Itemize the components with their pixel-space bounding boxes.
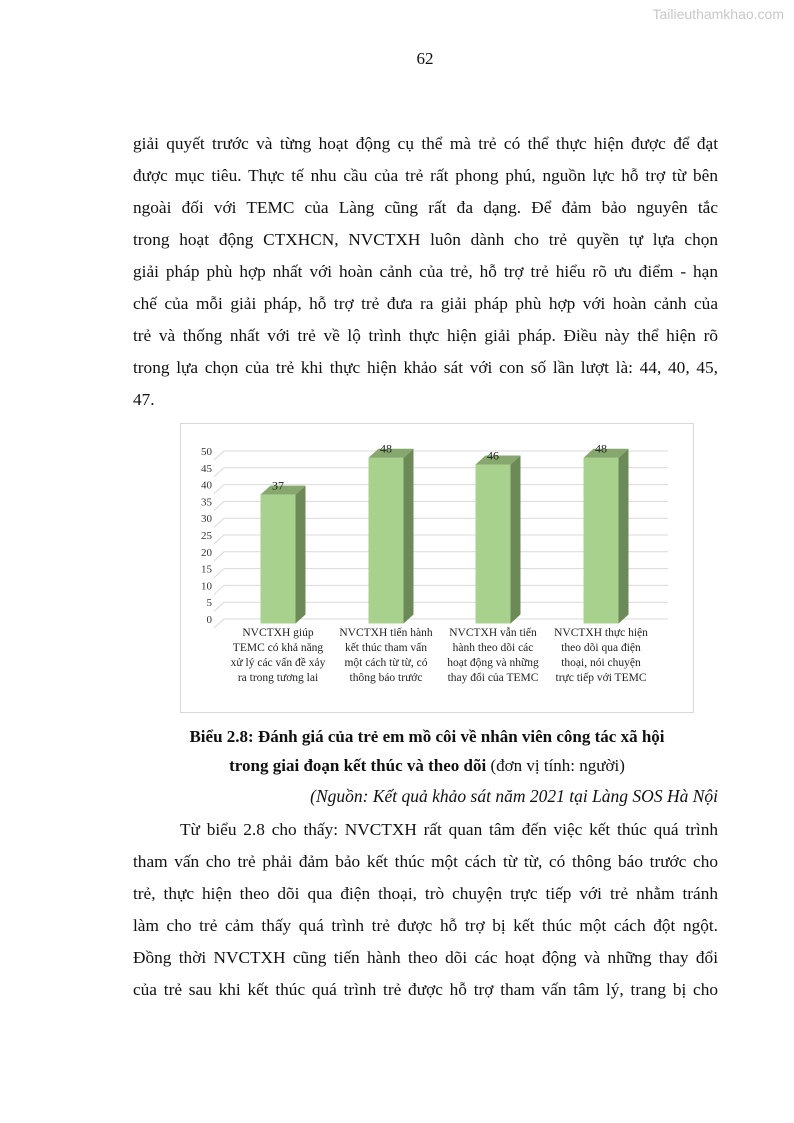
data-label: 48 <box>595 442 607 456</box>
x-tick-label: NVCTXH tiến hành kết thúc tham vấn một c… <box>339 627 433 684</box>
y-tick-label: 25 <box>201 530 213 542</box>
text-line: Từ biểu 2.8 cho thấy: NVCTXH rất quan tâ… <box>180 820 718 839</box>
y-tick-label: 15 <box>201 564 213 576</box>
bar-side <box>295 485 306 624</box>
bar-top <box>583 448 629 458</box>
text-line: giải pháp phù hợp nhất với hoàn cảnh của… <box>133 262 718 281</box>
text-line: ngoài đối với TEMC của Làng cũng rất đa … <box>133 198 718 217</box>
chart-caption: Biểu 2.8: Đánh giá của trẻ em mồ côi về … <box>30 727 794 747</box>
bar <box>583 457 619 624</box>
text-line: 47. <box>133 390 155 409</box>
bar <box>260 494 296 624</box>
data-label: 48 <box>380 442 392 456</box>
text-line: của trẻ sau khi kết thúc quá trình trẻ đ… <box>133 980 718 999</box>
text-line: chế của mỗi giải pháp, hỗ trợ trẻ đưa ra… <box>133 294 718 313</box>
y-tick-label: 45 <box>201 463 213 475</box>
y-tick-label: 5 <box>207 597 213 609</box>
text-line: làm cho trẻ cảm thấy quá trình trẻ được … <box>133 916 718 935</box>
text-line: tham vấn cho trẻ phải đảm bảo kết thúc m… <box>133 852 718 871</box>
y-tick-label: 35 <box>201 496 213 508</box>
gridline <box>213 450 668 461</box>
y-tick-label: 10 <box>201 580 213 592</box>
data-label: 46 <box>487 448 499 462</box>
x-tick-label: NVCTXH thực hiện theo dõi qua điện thoại… <box>554 627 648 684</box>
caption-title-2: trong giai đoạn kết thúc và theo dõi <box>229 756 487 775</box>
y-tick-label: 20 <box>201 547 213 559</box>
bar-top <box>260 485 306 495</box>
bar-side <box>510 455 521 624</box>
bar <box>368 457 404 624</box>
x-tick-label: NVCTXH giúp TEMC có khả năng xử lý các v… <box>230 627 326 684</box>
watermark: Tailieuthamkhao.com <box>652 6 784 22</box>
text-line: được mục tiêu. Thực tế nhu cầu của trẻ r… <box>133 166 718 185</box>
x-tick-label: NVCTXH vẫn tiến hành theo dõi các hoạt đ… <box>447 627 539 684</box>
text-line: giải quyết trước và từng hoạt động cụ th… <box>133 134 718 153</box>
bar-top <box>475 455 521 465</box>
text-line: trẻ, thực hiện theo dõi qua điện thoại, … <box>133 884 718 903</box>
y-tick-label: 30 <box>201 513 213 525</box>
page-number: 62 <box>416 49 434 68</box>
data-label: 37 <box>272 479 284 493</box>
bar-side <box>618 448 629 624</box>
text-line: Đồng thời NVCTXH cũng tiến hành theo dõi… <box>133 948 718 967</box>
gridline <box>213 618 668 629</box>
bar-chart: 0 5 10 15 20 25 30 35 40 45 50 37 48 46 48 NVCTXH giúp… <box>180 423 694 713</box>
y-tick-label: 0 <box>207 614 213 626</box>
text-line: trong lựa chọn của trẻ khi thực hiện khả… <box>133 358 718 377</box>
chart-source: (Nguồn: Kết quả khảo sát năm 2021 tại Là… <box>310 786 718 806</box>
bar-side <box>403 448 414 624</box>
text-line: trong hoạt động CTXHCN, NVCTXH luôn dành… <box>133 230 718 249</box>
bar-top <box>368 448 414 458</box>
text-line: trẻ và thống nhất với trẻ về lộ trình th… <box>133 326 718 345</box>
bar <box>475 464 511 624</box>
caption-unit: (đơn vị tính: người) <box>486 756 625 775</box>
caption-title-1: Biểu 2.8: Đánh giá của trẻ em mồ côi về … <box>189 727 665 746</box>
chart-caption-2: trong giai đoạn kết thúc và theo dõi (đơ… <box>30 756 794 776</box>
chart-canvas: 0 5 10 15 20 25 30 35 40 45 50 37 48 46 48 <box>201 442 668 629</box>
y-tick-label: 50 <box>201 446 213 458</box>
y-tick-label: 40 <box>201 480 213 492</box>
